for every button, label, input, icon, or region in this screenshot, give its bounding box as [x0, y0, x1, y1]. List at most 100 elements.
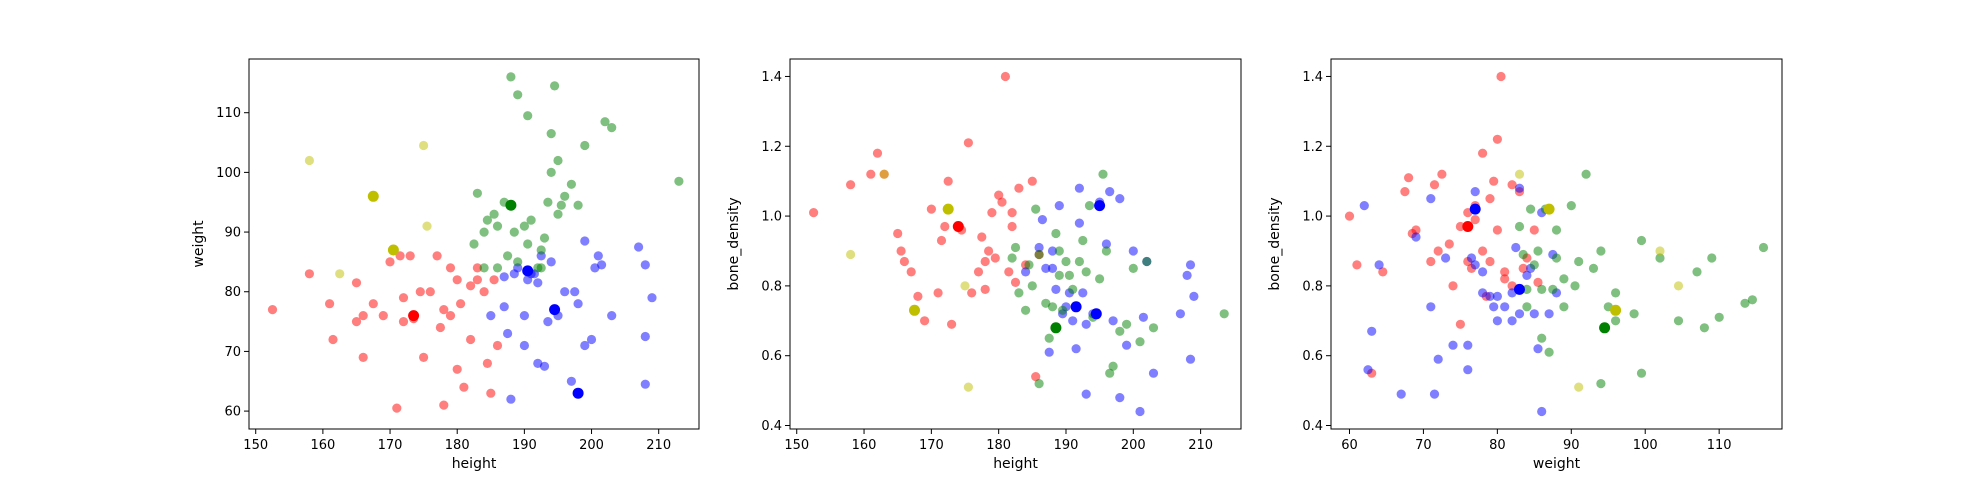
scatter-point-red — [977, 232, 987, 242]
scatter-point-red — [1492, 134, 1502, 144]
y-tick-label: 0.8 — [1302, 279, 1323, 294]
highlight-point-red — [952, 221, 964, 232]
scatter-point-blue — [1429, 389, 1440, 399]
scatter-point-red — [1496, 71, 1506, 82]
scatter-point-blue — [1135, 406, 1145, 417]
scatter-point-green — [1570, 281, 1580, 291]
scatter-point-red — [913, 291, 923, 301]
scatter-point-green — [1707, 253, 1717, 263]
scatter-point-red — [1010, 277, 1021, 287]
scatter-point-blue — [607, 311, 617, 321]
scatter-point-blue — [580, 340, 590, 351]
y-tick-label: 1.0 — [761, 210, 782, 225]
scatter-point-blue — [539, 361, 550, 371]
scatter-point-red — [328, 334, 338, 345]
highlight-point-green — [1050, 322, 1062, 334]
x-tick-label: 110 — [1707, 438, 1732, 453]
scatter-point-green — [1128, 263, 1138, 273]
scatter-point-green — [503, 251, 513, 261]
scatter-point-blue — [1189, 291, 1199, 301]
scatter-point-blue — [1492, 316, 1502, 326]
scatter-point-red — [378, 311, 388, 321]
scatter-point-green — [469, 239, 479, 249]
x-tick-label: 170 — [378, 438, 403, 453]
scatter-point-green — [1714, 312, 1724, 322]
x-tick-label: 150 — [784, 438, 809, 453]
scatter-point-red — [963, 138, 974, 148]
scatter-point-blue — [1148, 368, 1159, 378]
scatter-point-green — [506, 72, 516, 82]
scatter-point-blue — [1470, 187, 1480, 197]
scatter-point-red — [325, 299, 335, 309]
y-tick-label: 0.6 — [1302, 349, 1323, 364]
y-tick-label: 70 — [224, 345, 241, 360]
y-tick-label: 60 — [224, 405, 241, 420]
scatter-point-blue — [566, 376, 577, 386]
scatter-point-blue — [1544, 309, 1554, 319]
scatter-point-blue — [1500, 302, 1510, 312]
scatter-point-red — [990, 253, 1000, 263]
scatter-point-blue — [1367, 326, 1377, 336]
scatter-point-green — [566, 179, 577, 189]
scatter-point-blue — [1489, 302, 1499, 312]
scatter-point-blue — [647, 293, 657, 303]
scatter-point-green — [1596, 379, 1606, 389]
scatter-point-red — [385, 257, 395, 267]
scatter-point-red — [405, 251, 415, 261]
scatter-point-green — [1522, 302, 1532, 312]
scatter-point-red — [489, 275, 499, 285]
scatter-point-red — [872, 148, 883, 158]
scatter-point-green — [1034, 379, 1044, 389]
y-axis-label: weight — [191, 220, 207, 268]
scatter-point-red — [1378, 267, 1388, 277]
scatter-point-green — [1007, 253, 1017, 263]
scatter-point-green — [553, 209, 563, 219]
scatter-point-blue — [1047, 263, 1058, 273]
scatter-point-red — [398, 317, 409, 327]
scatter-point-blue — [1426, 194, 1436, 204]
scatter-point-blue — [1507, 316, 1517, 326]
scatter-point-red — [980, 284, 990, 294]
scatter-point-red — [358, 352, 368, 362]
highlight-point-blue — [1469, 203, 1481, 215]
x-tick-label: 100 — [1633, 438, 1658, 453]
scatter-point-blue — [1511, 242, 1521, 253]
y-tick-label: 1.4 — [761, 70, 782, 85]
scatter-point-red — [472, 263, 482, 273]
highlight-point-green — [505, 199, 517, 211]
scatter-point-red — [492, 340, 503, 351]
scatter-point-red — [351, 278, 362, 288]
scatter-point-red — [445, 263, 456, 273]
scatter-point-red — [1433, 246, 1443, 256]
scatter-point-yellow — [1655, 246, 1665, 256]
scatter-point-red — [1470, 215, 1480, 225]
scatter-point-blue — [640, 379, 650, 389]
scatter-point-green — [1529, 260, 1539, 270]
scatter-point-blue — [1448, 340, 1458, 350]
highlight-point-blue — [522, 265, 534, 277]
scatter-point-green — [1034, 249, 1044, 260]
scatter-point-green — [550, 81, 560, 91]
scatter-point-blue — [1485, 291, 1495, 301]
scatter-point-red — [482, 358, 492, 368]
scatter-point-red — [1485, 256, 1495, 267]
y-tick-label: 0.8 — [761, 279, 782, 294]
scatter-point-blue — [634, 242, 644, 252]
scatter-point-red — [997, 197, 1007, 207]
scatter-point-green — [513, 257, 523, 267]
highlight-point-green — [1599, 322, 1611, 334]
scatter-point-green — [1142, 256, 1152, 267]
data-points — [809, 71, 1229, 417]
scatter-point-green — [479, 263, 489, 273]
scatter-point-red — [980, 256, 990, 267]
scatter-point-blue — [1054, 201, 1064, 211]
scatter-point-green — [1588, 263, 1599, 273]
scatter-point-green — [1051, 228, 1061, 239]
highlight-point-blue — [549, 304, 561, 316]
scatter-point-red — [445, 311, 456, 321]
scatter-point-green — [1740, 298, 1750, 308]
scatter-point-blue — [1182, 270, 1192, 280]
highlight-point-yellow — [909, 304, 920, 316]
scatter-point-green — [1596, 246, 1606, 256]
scatter-point-green — [560, 191, 570, 201]
